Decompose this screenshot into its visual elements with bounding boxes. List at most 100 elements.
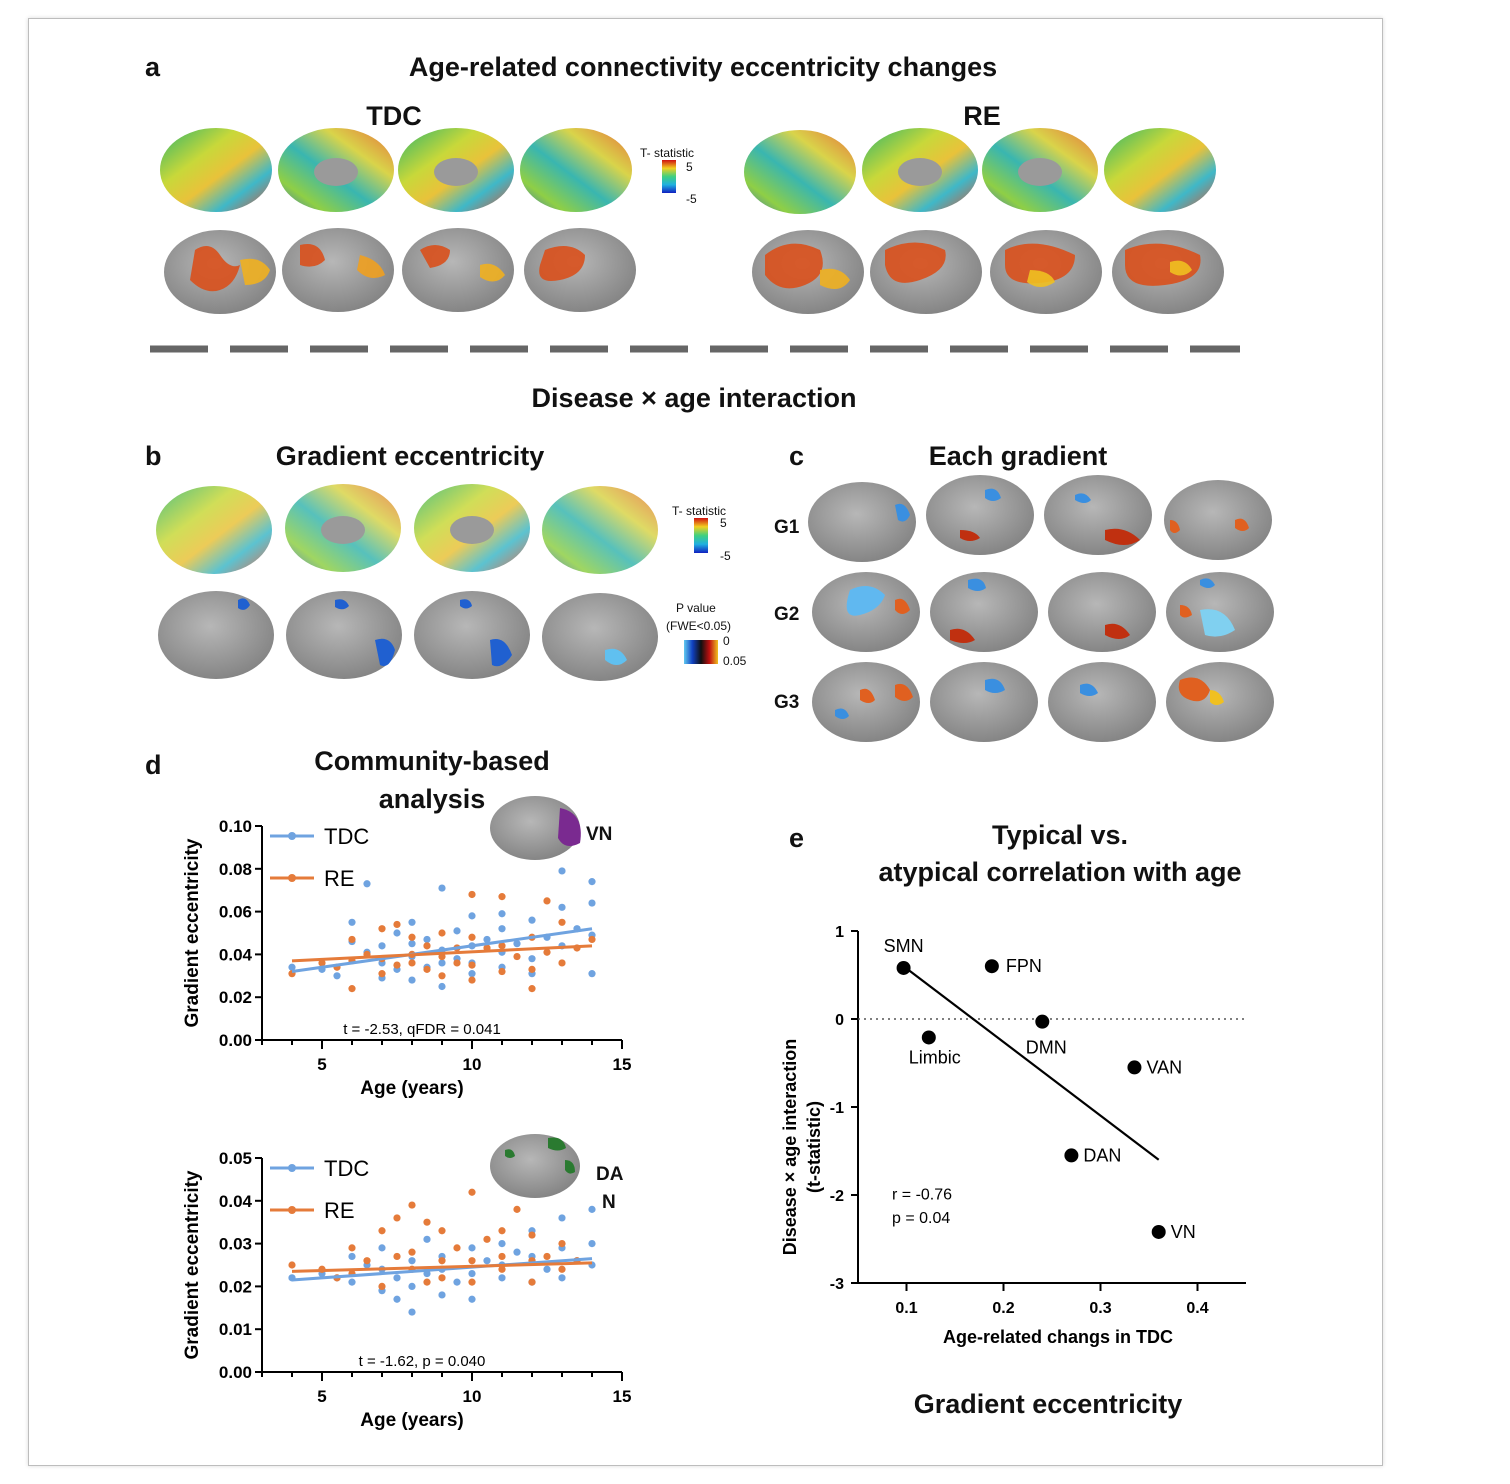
network-point-limbic bbox=[921, 1030, 936, 1045]
data-point-re bbox=[528, 965, 536, 973]
x-tick-label: 10 bbox=[463, 1055, 482, 1074]
y-tick-label: -1 bbox=[830, 1100, 844, 1117]
legend-marker-re bbox=[288, 874, 296, 882]
y-tick-label: 0.04 bbox=[219, 1192, 253, 1211]
network-label-van: VAN bbox=[1146, 1057, 1182, 1077]
panel-d-title-line1: Community-based bbox=[314, 746, 550, 776]
network-point-smn bbox=[896, 960, 911, 975]
brain-lateral-right bbox=[1104, 128, 1216, 212]
data-point-tdc bbox=[408, 1308, 416, 1316]
panel-b-tstat-label: T- statistic bbox=[672, 504, 727, 518]
network-point-vn bbox=[1151, 1224, 1166, 1239]
dan-brain-inset bbox=[490, 1134, 580, 1198]
data-point-tdc bbox=[468, 1295, 476, 1303]
data-point-re bbox=[498, 967, 506, 976]
data-point-re bbox=[543, 948, 551, 956]
data-point-re bbox=[363, 1257, 371, 1265]
gradient-row-label-g1: G1 bbox=[774, 517, 800, 538]
tstat-colorbar-min: -5 bbox=[686, 192, 697, 206]
data-point-tdc bbox=[393, 1274, 401, 1282]
data-point-tdc bbox=[453, 1278, 461, 1286]
y-tick-label: -2 bbox=[830, 1188, 844, 1205]
legend-label-tdc: TDC bbox=[324, 824, 369, 849]
data-point-tdc bbox=[468, 970, 476, 978]
data-point-re bbox=[378, 1227, 386, 1235]
data-point-re bbox=[498, 942, 506, 950]
panel-c-g1-row bbox=[808, 475, 1272, 562]
data-point-tdc bbox=[588, 1205, 596, 1213]
data-point-tdc bbox=[408, 1257, 416, 1265]
data-point-re bbox=[423, 1218, 431, 1226]
data-point-tdc bbox=[588, 970, 596, 978]
x-tick-label: 0.2 bbox=[992, 1300, 1014, 1317]
data-point-re bbox=[438, 972, 446, 980]
legend-label-re: RE bbox=[324, 866, 355, 891]
data-point-tdc bbox=[468, 1244, 476, 1252]
x-axis-label: Age-related changs in TDC bbox=[943, 1327, 1173, 1347]
tstat-colorbar-label: T- statistic bbox=[640, 146, 695, 160]
fit-line-re bbox=[291, 1261, 593, 1273]
panel-e-letter: e bbox=[789, 823, 805, 853]
y-tick-label: 0.01 bbox=[219, 1320, 252, 1339]
data-point-tdc bbox=[498, 925, 506, 933]
data-point-tdc bbox=[498, 1274, 506, 1282]
y-tick-label: 0.10 bbox=[219, 817, 252, 836]
data-point-tdc bbox=[483, 935, 491, 944]
tstat-colorbar-max: 5 bbox=[686, 160, 693, 174]
gradient-row-label-g2: G2 bbox=[774, 604, 800, 625]
data-point-tdc bbox=[348, 1278, 356, 1286]
network-point-dan bbox=[1064, 1148, 1079, 1163]
data-point-re bbox=[423, 1278, 431, 1286]
fit-line-tdc bbox=[291, 927, 593, 974]
data-point-tdc bbox=[483, 1257, 491, 1265]
chart-d-bottom: 0.00 0.01 0.02 0.03 0.04 0.05 5 10 15 Age (years)… bbox=[182, 1149, 632, 1431]
vn-brain-inset bbox=[490, 796, 581, 860]
panel-c-g3-row bbox=[812, 662, 1274, 742]
data-point-re bbox=[348, 985, 356, 993]
x-tick-label: 5 bbox=[317, 1055, 326, 1074]
stat-annotation: t = -1.62, p = 0.040 bbox=[359, 1353, 486, 1370]
network-label-limbic: Limbic bbox=[909, 1047, 961, 1067]
data-point-re bbox=[438, 1227, 446, 1235]
panel-b-tstat-min: -5 bbox=[720, 549, 731, 563]
x-tick-label: 10 bbox=[463, 1387, 482, 1406]
x-axis-label: Age (years) bbox=[360, 1410, 464, 1431]
y-tick-label: 0.00 bbox=[219, 1031, 252, 1050]
panel-b-letter: b bbox=[145, 441, 162, 471]
panel-b-tstat-max: 5 bbox=[720, 516, 727, 530]
data-point-re bbox=[453, 959, 461, 967]
data-point-re bbox=[513, 952, 521, 961]
network-point-van bbox=[1127, 1060, 1142, 1075]
data-point-tdc bbox=[498, 910, 506, 918]
x-tick-label: 15 bbox=[613, 1387, 632, 1406]
dan-network-label-2: N bbox=[602, 1192, 616, 1213]
regression-line bbox=[902, 965, 1160, 1161]
y-tick-label: 0.06 bbox=[219, 903, 252, 922]
data-point-tdc bbox=[513, 940, 521, 948]
dan-network-label-1: DA bbox=[596, 1164, 624, 1185]
y-tick-label: 0.02 bbox=[219, 988, 252, 1007]
data-point-re bbox=[393, 920, 401, 929]
data-point-tdc bbox=[438, 884, 446, 892]
y-tick-label: 0.08 bbox=[219, 860, 252, 879]
data-point-re bbox=[468, 933, 476, 941]
data-point-re bbox=[393, 1252, 401, 1261]
y-tick-label: 0.02 bbox=[219, 1277, 252, 1296]
panel-c-title: Each gradient bbox=[928, 441, 1108, 471]
data-point-re bbox=[438, 1274, 446, 1282]
data-point-tdc bbox=[378, 1244, 386, 1252]
y-axis-label: Gradient eccentricity bbox=[182, 1170, 203, 1359]
x-tick-label: 15 bbox=[613, 1055, 632, 1074]
data-point-tdc bbox=[588, 1240, 596, 1248]
data-point-tdc bbox=[438, 959, 446, 967]
y-tick-label: 0 bbox=[835, 1012, 844, 1029]
data-point-re bbox=[528, 1278, 536, 1286]
y-axis-label: Gradient eccentricity bbox=[182, 838, 203, 1027]
data-point-re bbox=[498, 1227, 506, 1235]
data-point-re bbox=[468, 1278, 476, 1286]
y-axis-label: Disease × age interaction bbox=[780, 1039, 800, 1256]
pvalue-colorbar bbox=[684, 640, 718, 664]
y-tick-label: -3 bbox=[830, 1276, 844, 1293]
panel-c-letter: c bbox=[789, 441, 805, 471]
tstat-colorbar bbox=[662, 160, 676, 193]
